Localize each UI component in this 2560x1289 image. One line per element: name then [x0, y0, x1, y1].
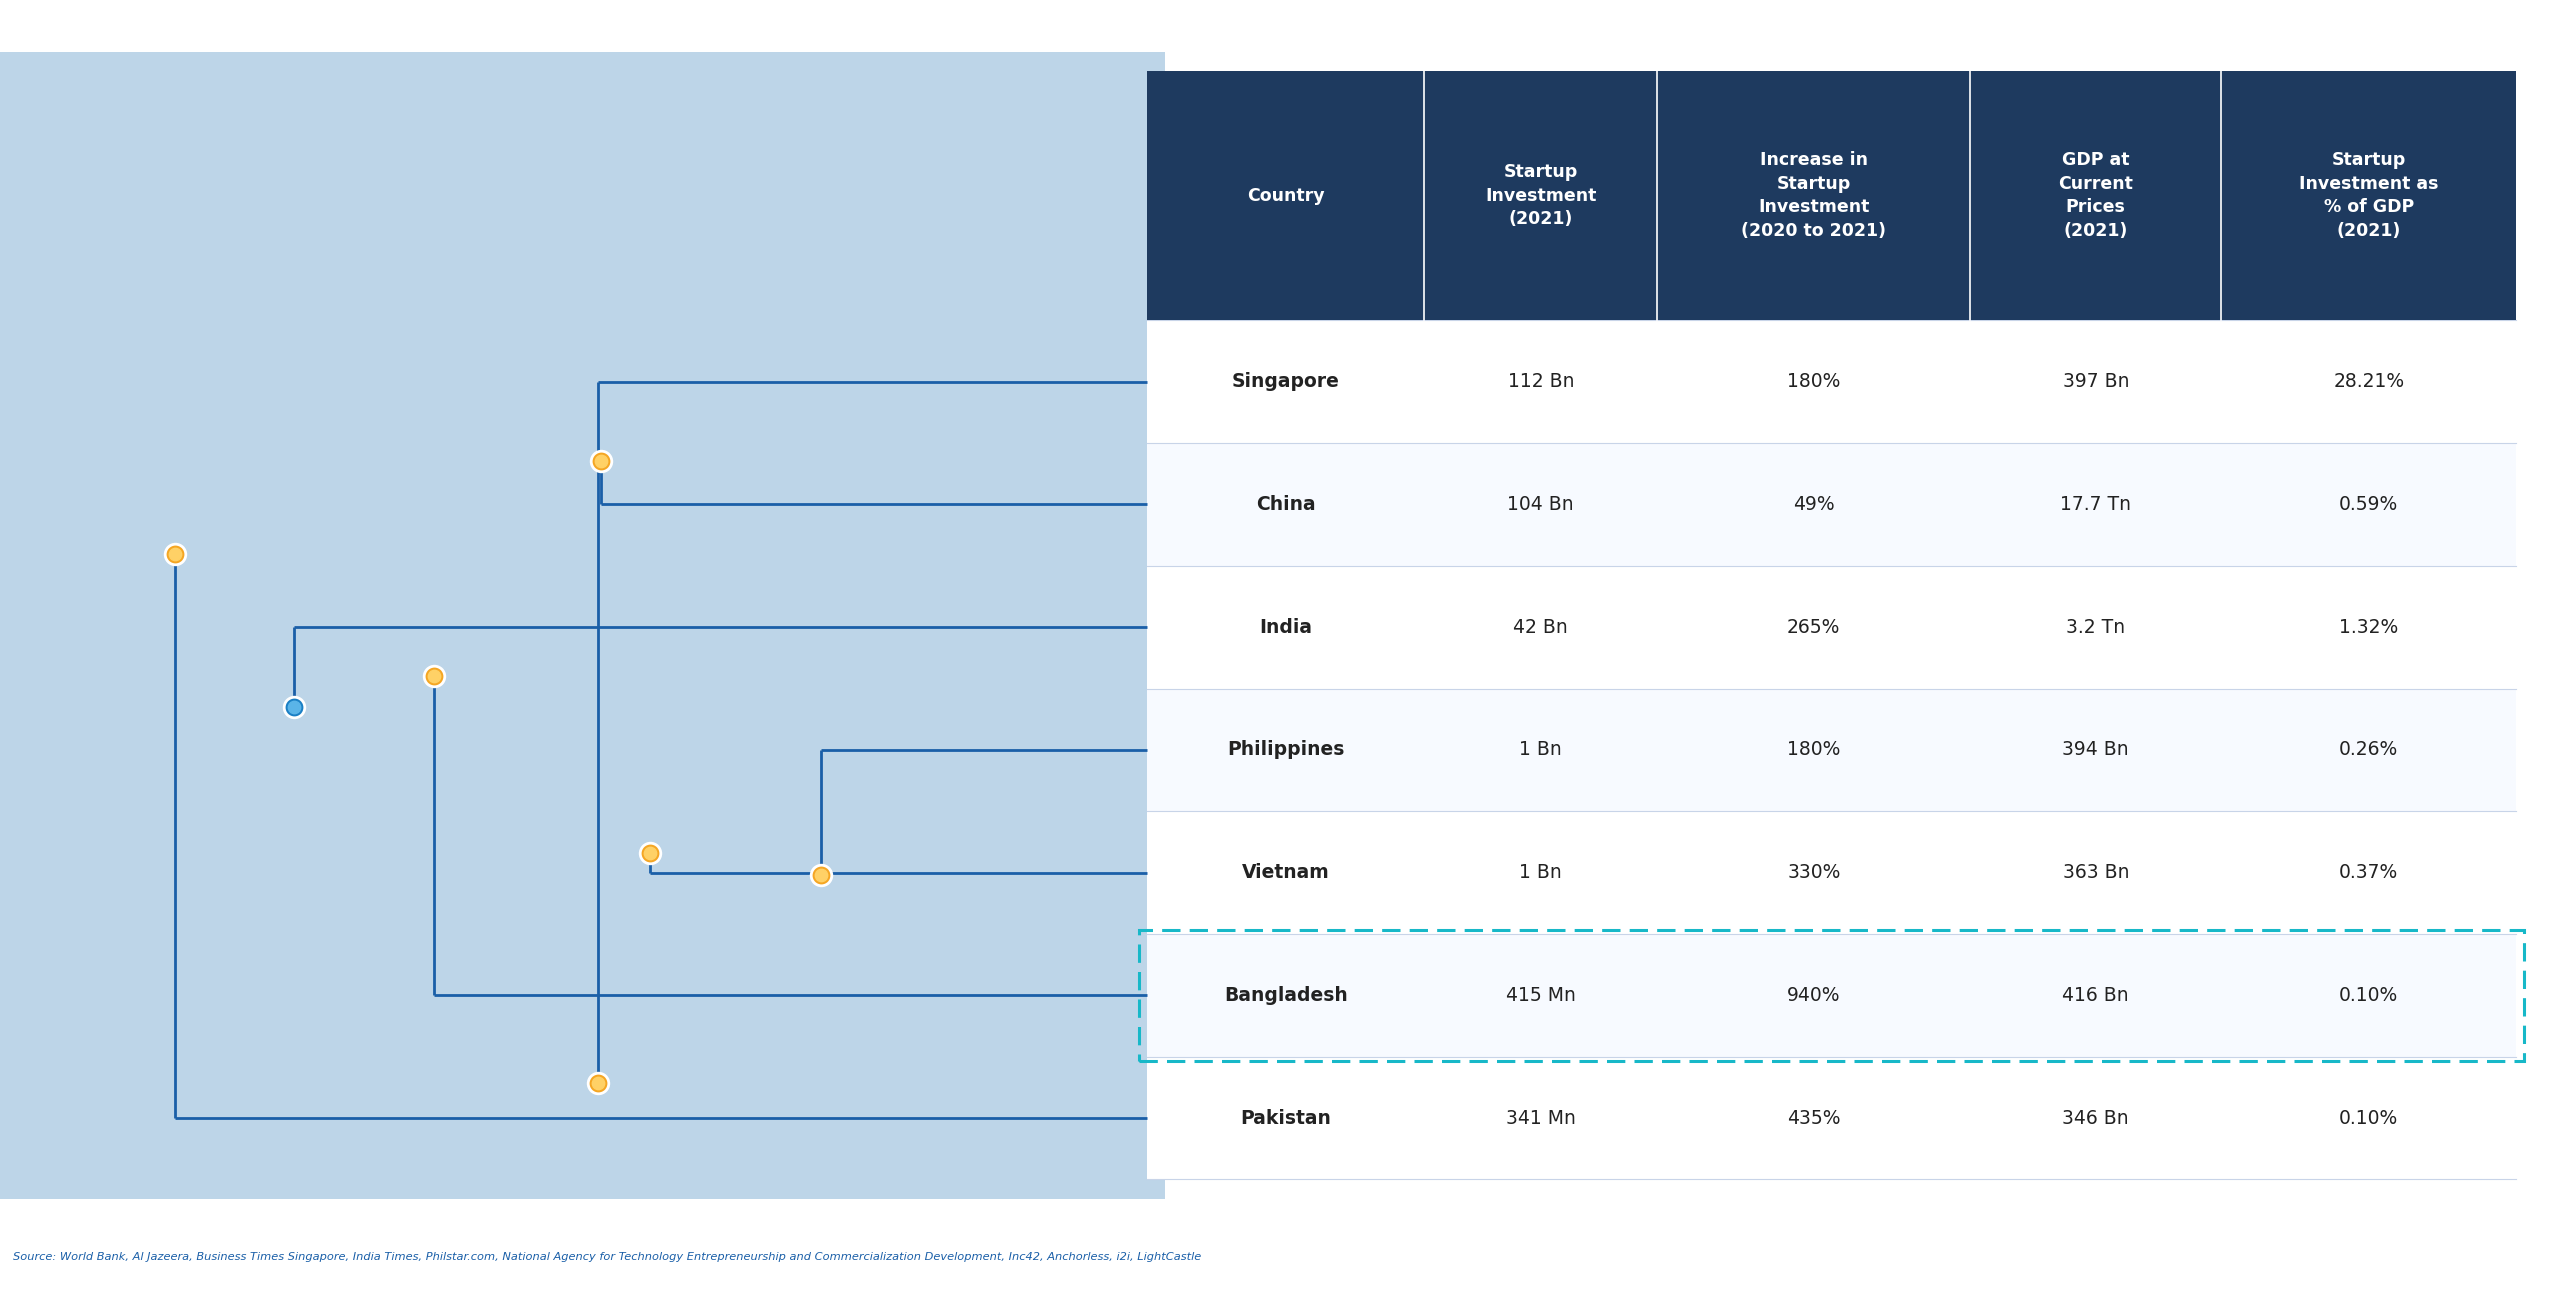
Text: 0.10%: 0.10% — [2340, 1109, 2399, 1128]
Text: 0.37%: 0.37% — [2340, 864, 2399, 882]
Text: 1 Bn: 1 Bn — [1521, 864, 1562, 882]
Text: Increase in
Startup
Investment
(2020 to 2021): Increase in Startup Investment (2020 to … — [1741, 151, 1887, 240]
Bar — [1147, 811, 2516, 935]
Text: 112 Bn: 112 Bn — [1508, 373, 1574, 391]
Text: Country: Country — [1247, 187, 1324, 205]
Text: 28.21%: 28.21% — [2332, 373, 2404, 391]
Bar — [1423, 71, 1656, 321]
Point — [415, 666, 456, 687]
Text: 17.7 Tn: 17.7 Tn — [2061, 495, 2132, 514]
Point — [581, 451, 622, 472]
Text: 0.26%: 0.26% — [2340, 740, 2399, 759]
Text: 180%: 180% — [1787, 373, 1841, 391]
Text: Vietnam: Vietnam — [1242, 864, 1329, 882]
Text: Source: World Bank, Al Jazeera, Business Times Singapore, India Times, Philstar.: Source: World Bank, Al Jazeera, Business… — [13, 1252, 1201, 1262]
Bar — [1147, 566, 2516, 688]
Text: Startup
Investment as
% of GDP
(2021): Startup Investment as % of GDP (2021) — [2299, 151, 2440, 240]
Text: Singapore: Singapore — [1231, 373, 1339, 391]
Text: 265%: 265% — [1787, 617, 1841, 637]
Point — [579, 1072, 620, 1093]
Text: 394 Bn: 394 Bn — [2063, 740, 2130, 759]
Text: India: India — [1260, 617, 1313, 637]
Text: 435%: 435% — [1787, 1109, 1841, 1128]
Text: GDP at
Current
Prices
(2021): GDP at Current Prices (2021) — [2058, 151, 2132, 240]
Text: 3.2 Tn: 3.2 Tn — [2066, 617, 2125, 637]
Text: 104 Bn: 104 Bn — [1508, 495, 1574, 514]
Text: 1 Bn: 1 Bn — [1521, 740, 1562, 759]
Text: 363 Bn: 363 Bn — [2063, 864, 2130, 882]
Bar — [1147, 443, 2516, 566]
Point — [630, 843, 671, 864]
Text: 180%: 180% — [1787, 740, 1841, 759]
Bar — [0, 52, 1165, 1199]
Point — [630, 843, 671, 864]
Bar — [1147, 321, 2516, 443]
Point — [581, 451, 622, 472]
Bar — [1147, 71, 1423, 321]
Bar — [1147, 688, 2516, 811]
Text: Startup
Investment
(2021): Startup Investment (2021) — [1485, 162, 1597, 228]
Point — [415, 666, 456, 687]
Bar — [1147, 1057, 2516, 1179]
Bar — [1147, 935, 2516, 1057]
Text: 415 Mn: 415 Mn — [1505, 986, 1577, 1005]
Text: 341 Mn: 341 Mn — [1505, 1109, 1577, 1128]
Text: 1.32%: 1.32% — [2340, 617, 2399, 637]
Bar — [1971, 71, 2222, 321]
Text: Pakistan: Pakistan — [1239, 1109, 1331, 1128]
Bar — [2222, 71, 2516, 321]
Text: 0.10%: 0.10% — [2340, 986, 2399, 1005]
Point — [154, 544, 195, 565]
Point — [154, 544, 195, 565]
Bar — [1656, 71, 1971, 321]
Point — [274, 697, 315, 718]
Point — [801, 865, 842, 886]
Text: 940%: 940% — [1787, 986, 1841, 1005]
Text: 346 Bn: 346 Bn — [2063, 1109, 2130, 1128]
Text: 49%: 49% — [1792, 495, 1836, 514]
Text: Philippines: Philippines — [1226, 740, 1344, 759]
Text: 42 Bn: 42 Bn — [1513, 617, 1569, 637]
Text: China: China — [1257, 495, 1316, 514]
Point — [801, 865, 842, 886]
Text: 0.59%: 0.59% — [2340, 495, 2399, 514]
Text: Bangladesh: Bangladesh — [1224, 986, 1347, 1005]
Text: 416 Bn: 416 Bn — [2063, 986, 2130, 1005]
Text: 397 Bn: 397 Bn — [2063, 373, 2130, 391]
Point — [579, 1072, 620, 1093]
Text: 330%: 330% — [1787, 864, 1841, 882]
Point — [274, 697, 315, 718]
